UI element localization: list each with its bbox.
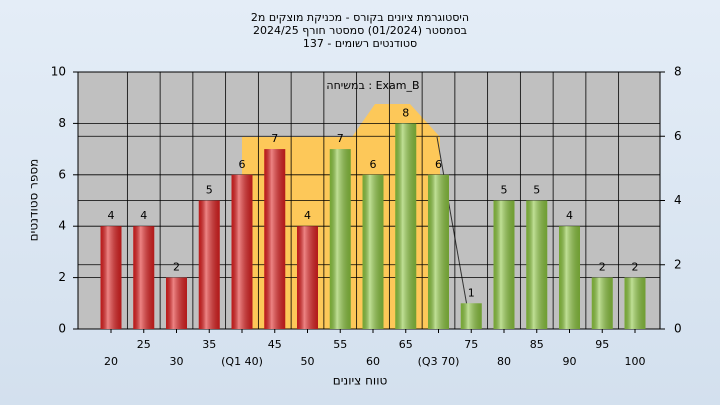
y-tick-label: 6 xyxy=(58,167,66,181)
y2-tick-label: 8 xyxy=(674,65,682,79)
x-axis-label: טווח ציונים xyxy=(333,374,388,388)
value-label: 5 xyxy=(533,184,540,197)
value-label: 1 xyxy=(468,286,475,299)
bar-shine xyxy=(264,149,286,329)
title-line: סטודנטים רשומים - 137 xyxy=(303,37,417,50)
x-tick-label: (Q3 70) xyxy=(418,355,460,368)
x-tick-label: (Q1 40) xyxy=(221,355,263,368)
value-label: 6 xyxy=(435,158,442,171)
y2-tick-label: 2 xyxy=(674,257,682,271)
value-label: 6 xyxy=(239,158,246,171)
value-label: 6 xyxy=(370,158,377,171)
bar-shine xyxy=(133,226,155,329)
annotation: במשיחה : Exam_B xyxy=(326,79,419,92)
value-label: 2 xyxy=(173,261,180,274)
bar-shine xyxy=(559,226,580,329)
y2-tick-label: 0 xyxy=(674,322,682,336)
x-tick-label: 30 xyxy=(170,355,184,368)
bar-shine xyxy=(100,226,122,329)
value-label: 4 xyxy=(304,209,311,222)
bar-shine xyxy=(362,174,384,329)
bar-shine xyxy=(460,303,482,329)
y-tick-label: 2 xyxy=(58,270,66,284)
title-line: היסטוגרמת ציונים בקורס - מכניקת מוצקים מ… xyxy=(251,11,469,24)
bar-shine xyxy=(526,200,548,329)
x-tick-label: 100 xyxy=(625,355,646,368)
y-tick-label: 0 xyxy=(58,322,66,336)
bar-shine xyxy=(493,200,515,329)
value-label: 4 xyxy=(140,209,147,222)
x-tick-label: 20 xyxy=(104,355,118,368)
bar-shine xyxy=(428,174,449,329)
y-tick-label: 10 xyxy=(51,65,66,79)
bar-shine xyxy=(166,277,187,329)
value-label: 5 xyxy=(501,184,508,197)
x-tick-label: 25 xyxy=(137,338,151,351)
bar-shine xyxy=(297,226,318,329)
value-label: 7 xyxy=(271,132,278,145)
x-tick-label: 90 xyxy=(563,355,577,368)
value-label: 4 xyxy=(108,209,115,222)
y-axis-label: מספר סטודנטים xyxy=(27,159,41,242)
value-label: 4 xyxy=(566,209,573,222)
x-tick-label: 55 xyxy=(333,338,347,351)
y-tick-label: 4 xyxy=(58,219,66,233)
y2-tick-label: 6 xyxy=(674,129,682,143)
bar-shine xyxy=(198,200,220,329)
y2-tick-label: 4 xyxy=(674,193,682,207)
title-line: בסמסטר (01/2024) סמסטר חורף 2024/25 xyxy=(253,24,467,37)
x-tick-label: 35 xyxy=(202,338,216,351)
x-tick-label: 45 xyxy=(268,338,282,351)
x-tick-label: 60 xyxy=(366,355,380,368)
x-tick-label: 95 xyxy=(595,338,609,351)
value-label: 8 xyxy=(402,106,409,119)
value-label: 2 xyxy=(599,261,606,274)
y-tick-label: 8 xyxy=(58,116,66,130)
value-label: 7 xyxy=(337,132,344,145)
bar-shine xyxy=(231,174,253,329)
x-tick-label: 80 xyxy=(497,355,511,368)
value-label: 2 xyxy=(632,261,639,274)
x-tick-label: 65 xyxy=(399,338,413,351)
x-tick-label: 85 xyxy=(530,338,544,351)
bar-shine xyxy=(591,277,613,329)
value-label: 5 xyxy=(206,184,213,197)
bar-shine xyxy=(624,277,646,329)
bar-shine xyxy=(395,123,417,330)
x-tick-label: 50 xyxy=(301,355,315,368)
x-tick-label: 75 xyxy=(464,338,478,351)
bar-shine xyxy=(329,149,351,329)
